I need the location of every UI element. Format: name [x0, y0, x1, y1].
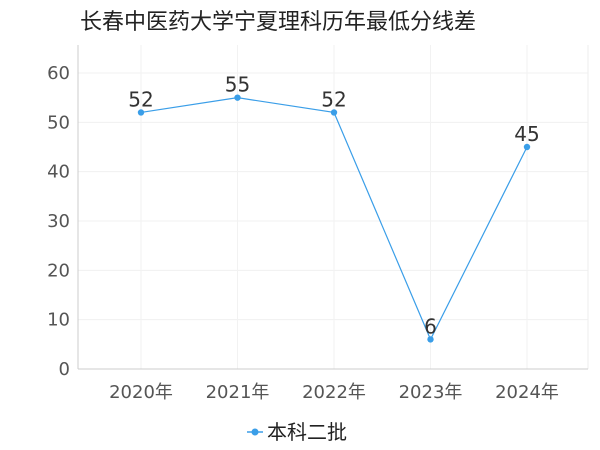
x-tick-label: 2020年 [109, 382, 173, 403]
y-tick-label: 0 [59, 359, 70, 380]
x-tick-label: 2024年 [495, 382, 559, 403]
x-tick-labels: 2020年 2021年 2022年 2023年 2024年 [109, 382, 559, 403]
y-tick-label: 30 [47, 211, 70, 232]
legend[interactable]: 本科二批 [247, 420, 347, 444]
y-tick-labels: 0 10 20 30 40 50 60 [47, 63, 70, 380]
data-point [330, 109, 338, 116]
y-tick-label: 20 [47, 260, 70, 281]
axes [77, 45, 589, 370]
x-tick-label: 2022年 [302, 382, 366, 403]
y-tick-label: 50 [47, 112, 70, 133]
data-label: 52 [321, 87, 346, 111]
data-point [234, 94, 241, 101]
data-point [427, 336, 434, 343]
legend-label: 本科二批 [267, 420, 347, 444]
data-label: 45 [514, 122, 539, 146]
chart-title: 长春中医药大学宁夏理科历年最低分线差 [80, 10, 477, 35]
data-label: 55 [225, 73, 250, 97]
data-labels: 52 55 52 6 45 [128, 73, 539, 339]
series-layer [137, 94, 531, 343]
x-tick-label: 2023年 [399, 382, 463, 403]
data-point [137, 109, 145, 116]
legend-marker-icon [251, 428, 259, 436]
data-point [523, 143, 531, 151]
data-label: 6 [424, 314, 437, 338]
y-tick-label: 10 [47, 310, 70, 331]
x-tick-label: 2021年 [206, 382, 270, 403]
y-tick-label: 60 [47, 63, 70, 84]
data-label: 52 [128, 87, 153, 111]
y-tick-label: 40 [47, 162, 70, 183]
